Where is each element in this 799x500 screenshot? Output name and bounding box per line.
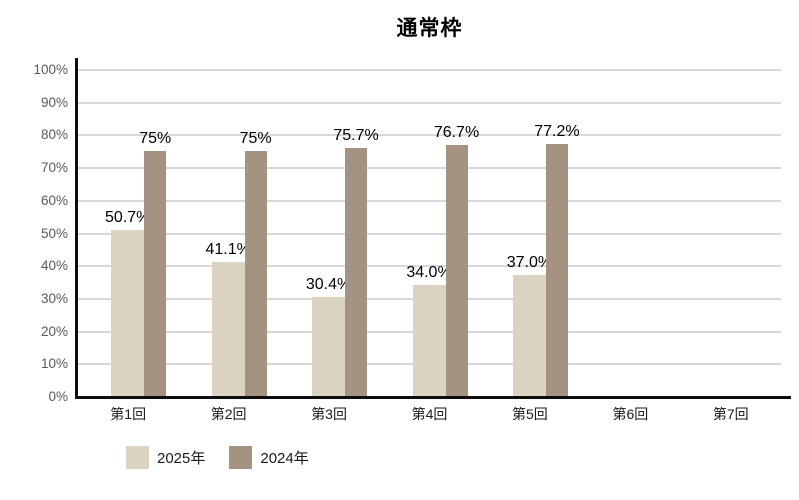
legend-swatch-2025年: [126, 446, 149, 469]
bar-2025年-第2回: [211, 261, 245, 396]
legend-label-2025年: 2025年: [157, 450, 206, 467]
data-label-2024年-第2回: 75%: [239, 129, 272, 147]
x-axis-tick-label-第6回: 第6回: [612, 406, 649, 422]
gridline-90: [78, 101, 781, 104]
y-axis-tick-label-40: 40%: [40, 258, 68, 274]
x-axis-tick-label-第5回: 第5回: [512, 406, 548, 422]
y-axis-tick-label-10: 10%: [40, 356, 68, 372]
data-label-2024年-第1回: 75%: [139, 129, 172, 147]
x-axis-tick-label-第7回: 第7回: [712, 406, 749, 422]
legend-label-2024年: 2024年: [260, 450, 309, 467]
y-axis-tick-label-90: 90%: [40, 94, 68, 110]
x-axis-tick-label-第3回: 第3回: [311, 406, 347, 422]
data-label-2025年-第2回: 41.1%: [205, 240, 251, 258]
bar-2024年-第2回: [244, 150, 267, 396]
y-axis-tick-label-20: 20%: [40, 323, 68, 339]
data-label-2025年-第5回: 37.0%: [506, 254, 553, 272]
chart-title: 通常枠: [396, 17, 463, 40]
legend: 2025年 2024年: [126, 446, 309, 469]
y-axis-line: [75, 58, 78, 397]
gridline-50: [78, 232, 781, 235]
data-label-2025年-第1回: 50.7%: [105, 209, 151, 227]
gridline-80: [78, 134, 781, 137]
y-axis-tick-label-30: 30%: [40, 290, 68, 306]
gridline-70: [78, 167, 781, 170]
legend-swatch-2024年: [229, 446, 253, 469]
y-axis-tick-label-100: 100%: [33, 62, 68, 77]
y-axis-tick-label-80: 80%: [40, 127, 68, 143]
x-axis-tick-label-第4回: 第4回: [411, 406, 448, 422]
bar-2025年-第3回: [312, 296, 346, 396]
x-axis-tick-label-第1回: 第1回: [110, 406, 147, 422]
data-label-2024年-第5回: 77.2%: [534, 122, 580, 140]
bar-2024年-第1回: [144, 150, 167, 396]
y-axis-tick-label-70: 70%: [40, 160, 68, 176]
data-label-2025年-第4回: 34.0%: [406, 263, 452, 281]
data-label-2024年-第4回: 76.7%: [433, 124, 480, 142]
x-axis-line: [75, 396, 791, 399]
data-label-2024年-第3回: 75.7%: [333, 127, 379, 145]
bar-2024年-第3回: [345, 148, 368, 396]
gridline-40: [78, 265, 781, 268]
y-axis-tick-label-50: 50%: [40, 225, 68, 241]
legend-item-2024年: 2024年: [229, 446, 309, 469]
y-axis-tick-label-60: 60%: [40, 192, 68, 208]
legend-item-2025年: 2025年: [126, 446, 205, 469]
bar-2025年-第1回: [111, 230, 145, 396]
bar-2024年-第4回: [445, 145, 468, 396]
gridline-100: [78, 69, 781, 71]
data-label-2025年-第3回: 30.4%: [305, 275, 352, 293]
plot-area: 0% 10% 20% 30% 40% 50% 60% 70% 80% 90% 100% 50.7% 75…: [33, 58, 791, 421]
y-axis-tick-label-0: 0%: [48, 389, 68, 404]
bar-2024年-第5回: [545, 143, 568, 396]
bar-2025年-第4回: [412, 284, 446, 396]
gridline-60: [78, 199, 781, 202]
bar-2025年-第5回: [512, 275, 546, 396]
x-axis-tick-label-第2回: 第2回: [210, 406, 247, 422]
